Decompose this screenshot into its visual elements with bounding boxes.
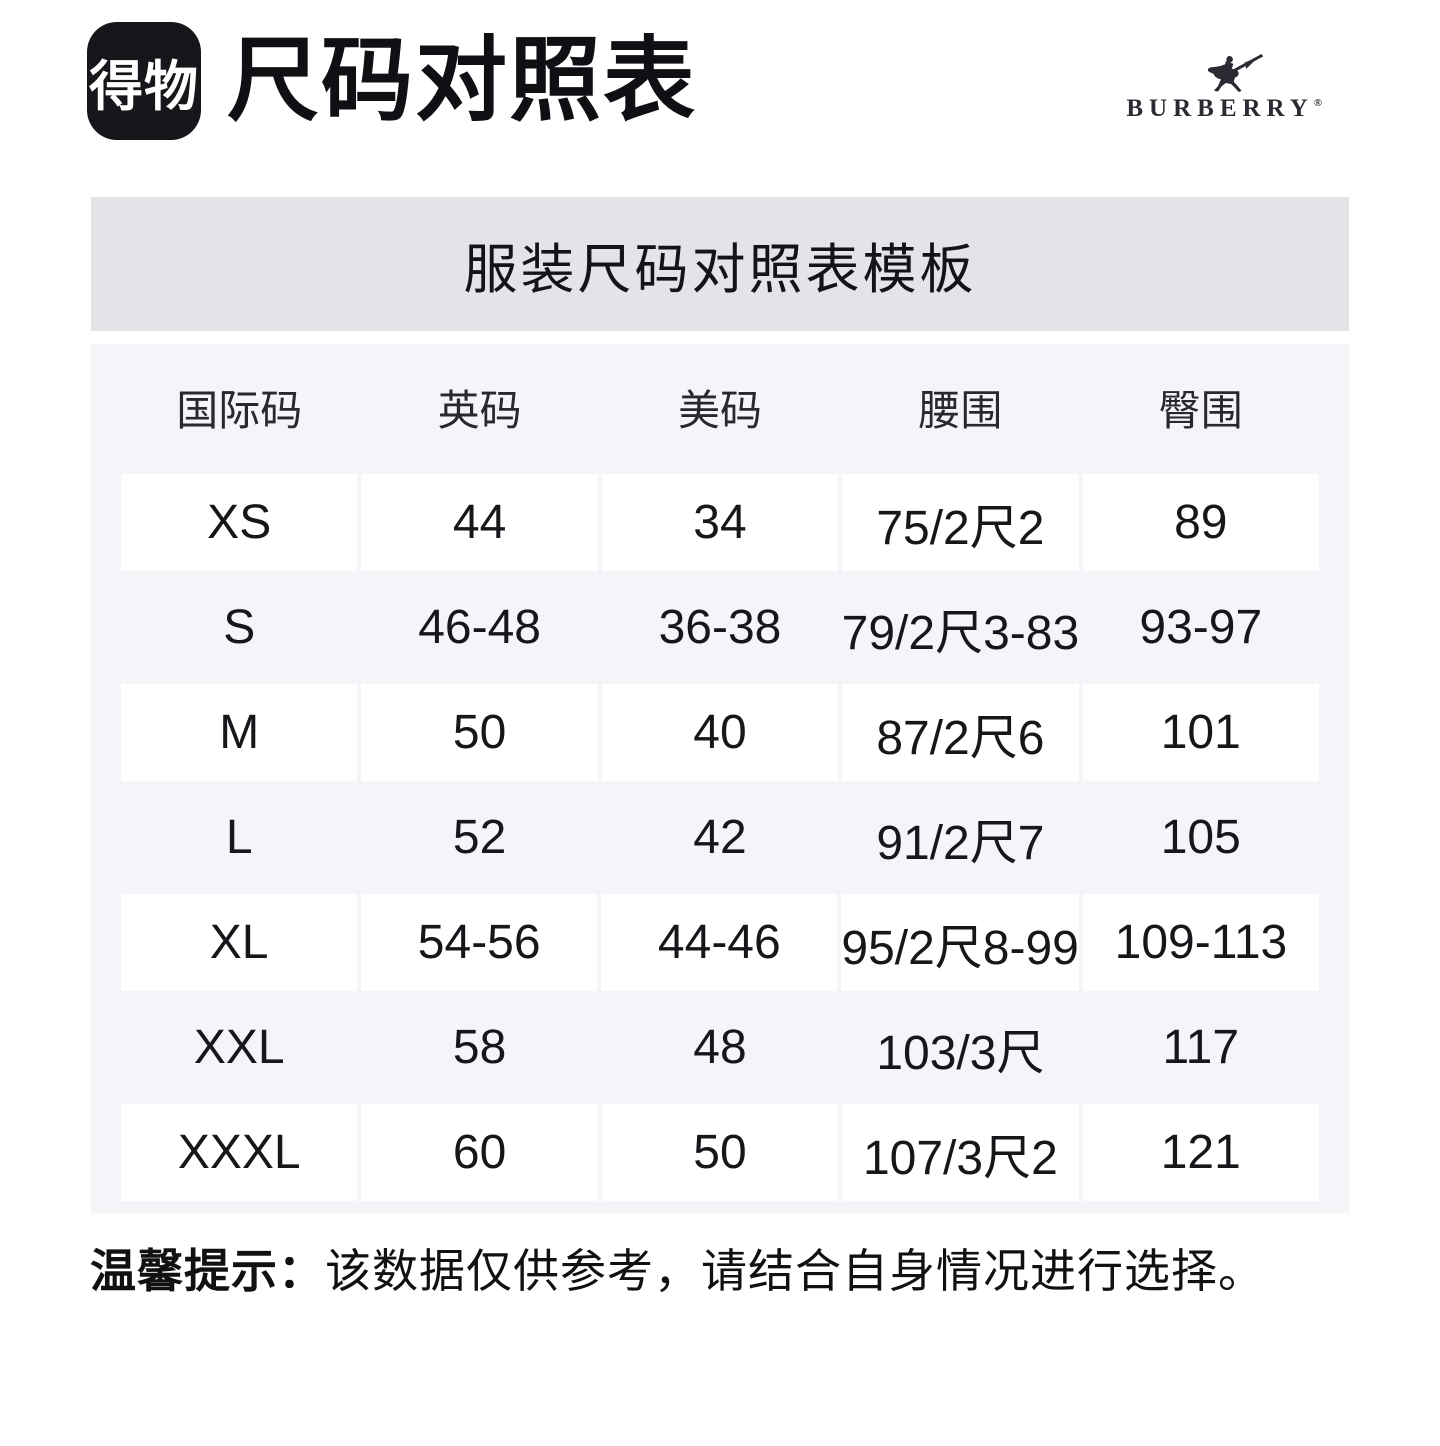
column-header-waist: 腰围	[918, 386, 1003, 434]
dewu-logo-text: 得物	[89, 56, 199, 117]
column-header-uk: 英码	[437, 386, 522, 434]
burberry-logo: BURBERRY®	[1126, 52, 1322, 123]
dewu-brand-block: 得物 尺码对照表	[87, 22, 697, 140]
cell-intl: S	[223, 601, 256, 654]
cell-uk: 46-48	[418, 601, 541, 654]
cell-intl: XXL	[193, 1021, 285, 1074]
cell-us: 40	[601, 684, 839, 781]
cell-hip: 121	[1082, 1104, 1319, 1201]
cell-hip: 117	[1162, 1021, 1240, 1074]
cell-us: 36-38	[658, 601, 782, 654]
registered-mark: ®	[1313, 97, 1322, 109]
cell-intl: XL	[121, 894, 358, 991]
cell-us: 44-46	[601, 894, 838, 991]
cell-uk: 60	[361, 1104, 598, 1201]
column-header-intl: 国际码	[176, 386, 303, 434]
cell-us: 48	[693, 1021, 747, 1074]
banner-title: 服装尺码对照表模板	[463, 239, 977, 300]
cell-us: 34	[601, 474, 839, 571]
dewu-logo-icon: 得物	[87, 22, 201, 140]
cell-waist: 87/2尺6	[842, 684, 1079, 781]
page-header: 得物 尺码对照表 BURBERRY®	[0, 0, 1440, 197]
table-row-s: S 46-48 36-38 79/2尺3-83 93-97	[119, 575, 1321, 680]
cell-uk: 58	[452, 1021, 507, 1074]
cell-waist: 75/2尺2	[842, 474, 1079, 571]
cell-uk: 54-56	[361, 894, 598, 991]
size-table: 国际码 英码 美码 腰围 臀围 XS 44 34 75/2尺2 89 S 46-…	[91, 344, 1349, 1213]
page-title: 尺码对照表	[227, 30, 698, 132]
burberry-name: BURBERRY	[1126, 95, 1314, 122]
cell-hip: 93-97	[1139, 601, 1263, 654]
cell-uk: 44	[361, 474, 598, 571]
burberry-knight-icon	[1208, 53, 1264, 93]
cell-intl: XS	[121, 474, 358, 571]
column-header-us: 美码	[677, 386, 762, 434]
cell-waist: 103/3尺	[876, 1026, 1045, 1080]
cell-hip: 105	[1160, 811, 1241, 864]
table-row-xxxl: XXXL 60 50 107/3尺2 121	[119, 1100, 1321, 1205]
cell-waist: 91/2尺7	[876, 816, 1045, 870]
cell-us: 42	[693, 811, 747, 864]
footer-note-label: 温馨提示：	[90, 1245, 325, 1297]
table-row-l: L 52 42 91/2尺7 105	[119, 785, 1321, 890]
cell-hip: 89	[1082, 474, 1319, 571]
table-row-m: M 50 40 87/2尺6 101	[119, 680, 1321, 785]
table-row-xl: XL 54-56 44-46 95/2尺8-99 109-113	[119, 890, 1321, 995]
cell-intl: XXXL	[121, 1104, 358, 1201]
table-row-xxl: XXL 58 48 103/3尺 117	[119, 995, 1321, 1100]
cell-uk: 52	[452, 811, 507, 864]
cell-intl: L	[225, 811, 253, 864]
column-header-hip: 臀围	[1158, 386, 1243, 434]
table-header-row: 国际码 英码 美码 腰围 臀围	[119, 344, 1321, 470]
cell-waist: 95/2尺8-99	[841, 894, 1079, 991]
footer-note: 温馨提示：该数据仅供参考，请结合自身情况进行选择。	[90, 1235, 1440, 1301]
cell-waist: 107/3尺2	[842, 1104, 1079, 1201]
footer-note-text: 该数据仅供参考，请结合自身情况进行选择。	[325, 1245, 1265, 1297]
cell-intl: M	[121, 684, 358, 781]
table-banner: 服装尺码对照表模板	[91, 197, 1349, 331]
cell-uk: 50	[361, 684, 598, 781]
cell-us: 50	[601, 1104, 839, 1201]
burberry-wordmark: BURBERRY®	[1126, 95, 1322, 123]
table-row-xs: XS 44 34 75/2尺2 89	[119, 470, 1321, 575]
cell-hip: 101	[1082, 684, 1319, 781]
cell-waist: 79/2尺3-83	[841, 606, 1080, 660]
cell-hip: 109-113	[1082, 894, 1319, 991]
